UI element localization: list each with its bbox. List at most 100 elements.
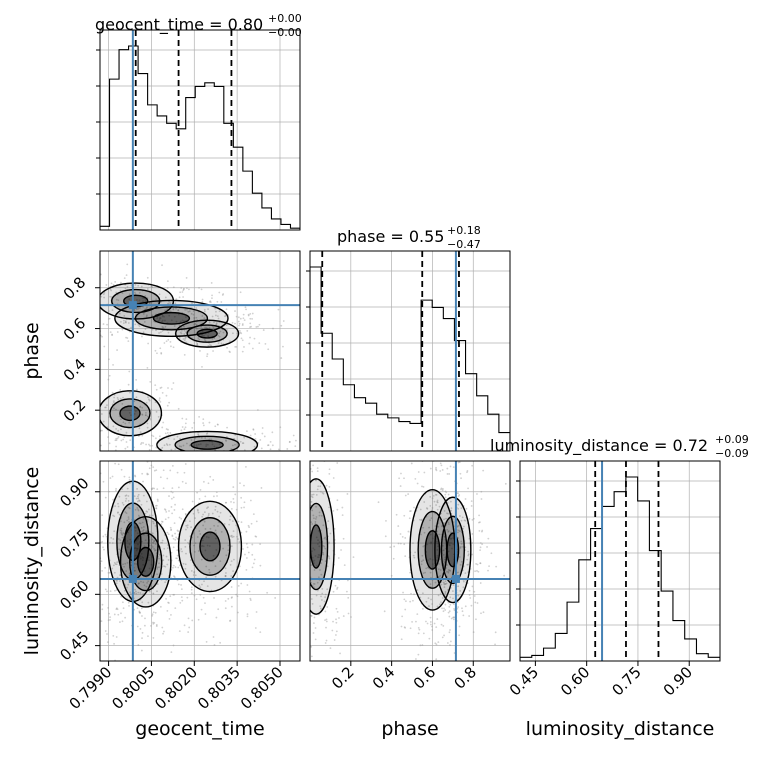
- sample-point: [441, 549, 444, 552]
- sample-point: [318, 545, 321, 548]
- sample-point: [259, 543, 262, 546]
- sample-point: [436, 508, 439, 511]
- sample-point: [457, 507, 460, 510]
- sample-point: [117, 299, 120, 302]
- sample-point: [312, 514, 315, 517]
- sample-point: [203, 317, 206, 320]
- sample-point: [215, 537, 217, 540]
- sample-point: [138, 522, 141, 525]
- panel-geocent-time-vs-phase-density-core-3: [120, 406, 140, 421]
- sample-point: [468, 589, 471, 592]
- sample-point: [159, 400, 162, 403]
- sample-point: [182, 325, 185, 328]
- sample-point: [444, 493, 447, 496]
- sample-point: [83, 299, 85, 301]
- sample-point: [175, 307, 177, 310]
- sample-point: [449, 603, 452, 606]
- sample-point: [194, 323, 197, 325]
- sample-point: [172, 566, 174, 569]
- sample-point: [345, 590, 348, 593]
- sample-point: [230, 535, 232, 538]
- sample-point: [76, 457, 78, 459]
- sample-point: [155, 388, 158, 391]
- x-tick-label-luminosity_distance-2: 0.75: [608, 663, 644, 699]
- sample-point: [260, 487, 263, 489]
- sample-point: [196, 452, 198, 454]
- sample-point: [407, 530, 410, 533]
- sample-point: [226, 426, 228, 429]
- sample-point: [88, 609, 90, 611]
- sample-point: [201, 330, 204, 333]
- sample-point: [269, 453, 271, 455]
- sample-point: [134, 547, 137, 549]
- sample-point: [444, 603, 447, 606]
- sample-point: [161, 626, 164, 629]
- sample-point: [431, 497, 434, 500]
- sample-point: [335, 621, 338, 624]
- sample-point: [105, 406, 107, 409]
- sample-point: [213, 445, 216, 448]
- sample-point: [124, 562, 127, 565]
- sample-point: [211, 337, 214, 340]
- sample-point: [159, 605, 162, 608]
- sample-point: [160, 386, 163, 389]
- sample-point: [171, 491, 174, 494]
- sample-point: [249, 326, 251, 328]
- panel-phase-vs-luminosity-distance-density-core-1: [425, 530, 440, 570]
- sample-point: [203, 338, 206, 341]
- sample-point: [392, 557, 395, 560]
- sample-point: [121, 532, 123, 535]
- sample-point: [124, 422, 127, 425]
- sample-point: [139, 592, 142, 594]
- sample-point: [263, 435, 266, 438]
- sample-point: [198, 530, 201, 532]
- sample-point: [457, 503, 460, 506]
- sample-point: [328, 557, 331, 560]
- sample-point: [185, 442, 188, 445]
- sample-point: [433, 622, 436, 625]
- sample-point: [243, 484, 245, 487]
- sample-point: [476, 563, 479, 566]
- sample-point: [152, 622, 155, 625]
- sample-point: [182, 444, 185, 447]
- sample-point: [91, 597, 93, 599]
- sample-point: [204, 340, 207, 342]
- sample-point: [127, 601, 130, 604]
- sample-point: [325, 484, 328, 487]
- sample-point: [199, 443, 202, 446]
- sample-point: [141, 615, 143, 617]
- sample-point: [178, 445, 181, 448]
- sample-point: [146, 276, 149, 279]
- sample-point: [138, 325, 141, 328]
- sample-point: [112, 514, 114, 517]
- sample-point: [156, 573, 159, 576]
- sample-point: [136, 299, 138, 301]
- sample-point: [145, 510, 148, 513]
- sample-point: [127, 583, 130, 586]
- sample-point: [143, 624, 146, 627]
- sample-point: [230, 448, 233, 450]
- sample-point: [184, 337, 186, 340]
- sample-point: [198, 415, 201, 418]
- sample-point: [128, 421, 131, 424]
- sample-point: [134, 527, 137, 529]
- sample-point: [190, 526, 193, 528]
- sample-point: [139, 406, 142, 408]
- sample-point: [173, 325, 176, 327]
- sample-point: [238, 457, 240, 459]
- sample-point: [434, 459, 436, 461]
- sample-point: [119, 397, 122, 400]
- sample-point: [155, 507, 158, 510]
- sample-point: [216, 315, 219, 317]
- sample-point: [168, 314, 171, 317]
- sample-point: [204, 495, 207, 498]
- sample-point: [266, 591, 269, 594]
- sample-point: [433, 565, 436, 567]
- sample-point: [419, 518, 421, 521]
- panel-geocent-time-vs-phase-contour-4-2: [190, 439, 224, 450]
- sample-point: [479, 549, 481, 552]
- sample-point: [336, 586, 339, 589]
- sample-point: [150, 556, 153, 558]
- sample-point: [154, 611, 157, 614]
- sample-point: [133, 495, 136, 498]
